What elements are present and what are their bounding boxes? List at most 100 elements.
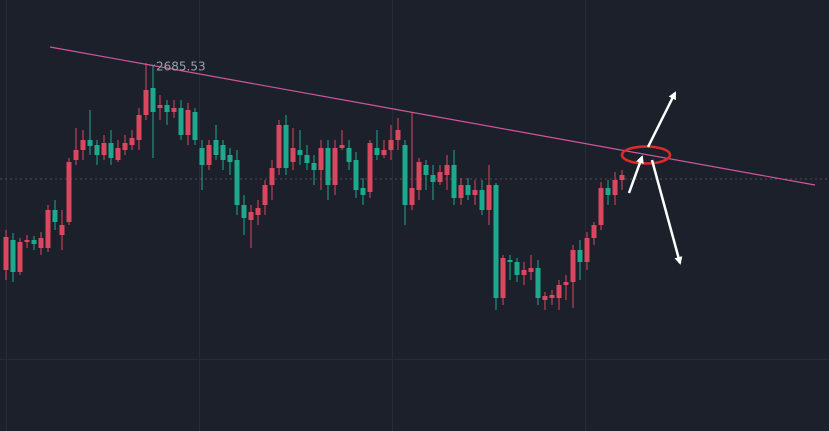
candle-body — [290, 148, 296, 162]
candle-body — [563, 282, 569, 285]
candle-body — [59, 225, 65, 235]
candle-body — [430, 175, 436, 182]
candle-body — [234, 160, 240, 205]
candle-body — [325, 148, 331, 185]
candle-body — [612, 180, 618, 195]
candle-body — [577, 250, 583, 262]
overlay: 2685.53 — [49, 46, 816, 186]
candle-body — [549, 295, 555, 298]
candle-body — [227, 155, 233, 162]
candle-body — [444, 165, 450, 175]
candle-body — [318, 148, 324, 170]
candle-body — [206, 145, 212, 165]
candle-body — [507, 260, 513, 262]
candle-body — [3, 237, 9, 270]
candle-body — [10, 240, 16, 272]
candle-body — [157, 105, 163, 108]
trend-line — [49, 46, 816, 186]
candle-body — [192, 112, 198, 140]
candle-body — [598, 188, 604, 225]
candle-body — [584, 238, 590, 262]
candle-body — [388, 140, 394, 150]
candle-body — [339, 145, 345, 148]
candle-body — [171, 108, 177, 112]
candle-body — [381, 150, 387, 155]
candle-body — [374, 148, 380, 155]
candle-body — [500, 258, 506, 298]
candle-body — [353, 160, 359, 190]
candle-body — [150, 88, 156, 112]
candle-body — [73, 150, 79, 160]
candle-body — [108, 143, 114, 158]
candle-body — [479, 190, 485, 210]
candle-body — [332, 148, 338, 185]
candle-body — [297, 150, 303, 155]
candle-body — [556, 285, 562, 298]
candle-body — [276, 125, 282, 168]
candle-body — [38, 238, 44, 248]
candle-body — [213, 140, 219, 155]
candle-body — [304, 155, 310, 163]
candle-body — [45, 210, 51, 248]
highlight-ellipse — [620, 145, 672, 165]
candle-body — [101, 143, 107, 155]
candle-body — [472, 190, 478, 195]
candle-body — [605, 188, 611, 195]
candle-body — [80, 140, 86, 150]
candle-body — [535, 268, 541, 298]
candle-body — [94, 145, 100, 155]
candle-body — [143, 90, 149, 115]
candle-body — [87, 140, 93, 146]
candle-body — [122, 143, 128, 150]
candle-body — [17, 242, 23, 272]
candle-body — [402, 145, 408, 205]
candle-body — [283, 125, 289, 168]
candle-body — [619, 175, 625, 180]
candle-body — [493, 185, 499, 298]
candle-body — [129, 138, 135, 145]
candle-body — [542, 296, 548, 300]
candle-body — [178, 108, 184, 135]
candle-body — [66, 162, 72, 222]
candle-body — [591, 225, 597, 238]
candle-body — [437, 172, 443, 182]
candle-body — [52, 210, 58, 222]
candle-body — [311, 163, 317, 170]
candle-body — [416, 162, 422, 190]
candle-body — [199, 148, 205, 165]
candle-body — [486, 185, 492, 210]
candle-body — [367, 143, 373, 192]
high-label: 2685.53 — [156, 60, 206, 74]
candle-body — [220, 145, 226, 160]
candle-body — [423, 165, 429, 175]
candle-body — [269, 168, 275, 185]
candle-body — [451, 165, 457, 198]
candle-body — [360, 188, 366, 195]
arrow-down — [650, 159, 683, 265]
candle-body — [136, 115, 142, 140]
candle-body — [241, 205, 247, 218]
arrow-up — [646, 91, 677, 148]
candle-body — [164, 105, 170, 112]
candle-body — [570, 250, 576, 282]
candle-body — [262, 185, 268, 205]
annotations — [620, 91, 683, 265]
candle-body — [465, 185, 471, 195]
candle-body — [185, 110, 191, 135]
candle-body — [521, 270, 527, 275]
candle-body — [514, 262, 520, 275]
arrow — [627, 155, 644, 194]
candle-body — [248, 212, 254, 220]
candles — [0, 63, 829, 310]
candle-body — [31, 240, 37, 244]
candle-body — [346, 148, 352, 162]
candle-body — [24, 240, 30, 242]
candle-body — [395, 130, 401, 140]
candle-body — [528, 268, 534, 272]
candle-body — [255, 208, 261, 215]
candle-body — [458, 185, 464, 198]
candle-body — [409, 188, 415, 205]
